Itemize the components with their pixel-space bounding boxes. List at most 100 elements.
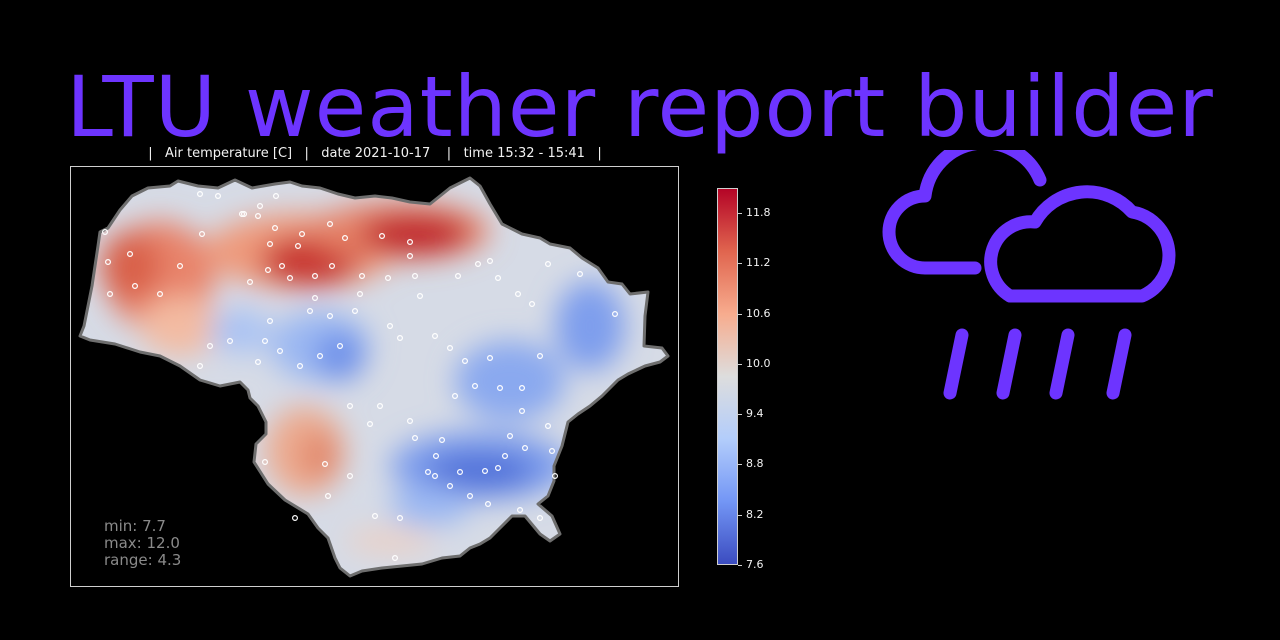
weather-station-marker xyxy=(337,343,344,350)
weather-station-marker xyxy=(495,465,502,472)
weather-station-marker xyxy=(312,272,319,279)
colorbar-tick-mark xyxy=(738,414,742,416)
weather-station-marker xyxy=(487,257,494,264)
weather-station-marker xyxy=(577,270,584,277)
weather-station-marker xyxy=(502,453,509,460)
weather-station-marker xyxy=(447,345,454,352)
colorbar-tick-mark xyxy=(738,464,742,466)
weather-station-marker xyxy=(347,403,354,410)
weather-station-marker xyxy=(467,493,474,500)
weather-station-marker xyxy=(357,290,364,297)
weather-station-marker xyxy=(412,435,419,442)
weather-station-marker xyxy=(377,403,384,410)
map-subtitle: | Air temperature [C] | date 2021-10-17 … xyxy=(148,146,602,161)
cloud-rain-icon xyxy=(882,150,1176,400)
weather-station-marker xyxy=(529,301,536,308)
colorbar-tick-label: 8.2 xyxy=(746,507,764,521)
weather-station-marker xyxy=(273,193,280,200)
weather-station-marker xyxy=(475,260,482,267)
weather-station-marker xyxy=(342,234,349,241)
weather-station-marker xyxy=(215,193,222,200)
weather-station-marker xyxy=(262,338,269,345)
colorbar-tick-label: 10.6 xyxy=(746,306,771,320)
weather-station-marker xyxy=(327,313,334,320)
weather-station-marker xyxy=(385,274,392,281)
weather-station-marker xyxy=(196,363,203,370)
weather-station-marker xyxy=(292,515,299,522)
colorbar-tick-label: 7.6 xyxy=(746,558,764,571)
weather-station-marker xyxy=(537,515,544,522)
weather-station-marker xyxy=(267,318,274,325)
stat-range: range: 4.3 xyxy=(104,551,182,569)
weather-station-marker xyxy=(407,238,414,245)
weather-station-marker xyxy=(522,445,529,452)
weather-station-marker xyxy=(397,515,404,522)
weather-station-marker xyxy=(104,258,111,265)
weather-station-marker xyxy=(433,453,440,460)
colorbar-tick-mark xyxy=(738,363,742,365)
weather-station-marker xyxy=(432,473,439,480)
weather-station-marker xyxy=(227,338,234,345)
weather-station-marker xyxy=(156,290,163,297)
weather-station-marker xyxy=(359,272,366,279)
weather-station-marker xyxy=(106,290,113,297)
weather-station-marker xyxy=(432,333,439,340)
weather-station-marker xyxy=(487,355,494,362)
weather-station-marker xyxy=(352,308,359,315)
weather-station-marker xyxy=(307,308,314,315)
weather-station-marker xyxy=(255,212,262,219)
colorbar-tick-mark xyxy=(738,313,742,315)
weather-station-marker xyxy=(515,290,522,297)
weather-station-marker xyxy=(452,393,459,400)
weather-station-marker xyxy=(176,262,183,269)
weather-station-marker xyxy=(295,242,302,249)
colorbar-tick-mark xyxy=(738,263,742,265)
weather-station-marker xyxy=(549,448,556,455)
weather-station-marker xyxy=(297,363,304,370)
weather-station-marker xyxy=(347,473,354,480)
weather-station-marker xyxy=(329,262,336,269)
colorbar-tick-mark xyxy=(738,565,742,566)
weather-station-marker xyxy=(241,210,248,217)
weather-station-marker xyxy=(267,240,274,247)
weather-station-marker xyxy=(325,493,332,500)
weather-station-marker xyxy=(265,266,272,273)
weather-station-marker xyxy=(196,191,203,198)
weather-station-marker xyxy=(257,202,264,209)
weather-station-marker xyxy=(379,232,386,239)
weather-station-marker xyxy=(397,335,404,342)
temperature-map xyxy=(78,176,670,578)
weather-station-marker xyxy=(247,278,254,285)
weather-station-marker xyxy=(495,274,502,281)
weather-station-marker xyxy=(279,262,286,269)
weather-station-marker xyxy=(407,418,414,425)
weather-station-marker xyxy=(611,311,618,318)
weather-station-marker xyxy=(299,230,306,237)
weather-station-marker xyxy=(317,353,324,360)
weather-station-marker xyxy=(255,359,262,366)
colorbar xyxy=(717,188,738,565)
weather-station-marker xyxy=(519,385,526,392)
weather-station-marker xyxy=(425,469,432,476)
weather-station-marker xyxy=(312,295,319,302)
weather-station-marker xyxy=(457,469,464,476)
weather-stations xyxy=(101,191,618,562)
map-frame xyxy=(70,166,679,587)
weather-station-marker xyxy=(497,385,504,392)
weather-station-marker xyxy=(199,230,206,237)
weather-station-marker xyxy=(517,507,524,514)
weather-station-marker xyxy=(287,274,294,281)
weather-station-marker xyxy=(372,513,379,520)
weather-station-marker xyxy=(552,473,559,480)
weather-station-marker xyxy=(507,433,514,440)
weather-station-marker xyxy=(387,323,394,330)
colorbar-tick-mark xyxy=(738,213,742,215)
weather-station-marker xyxy=(455,272,462,279)
country-border xyxy=(78,176,670,578)
weather-station-marker xyxy=(277,348,284,355)
weather-station-marker xyxy=(462,358,469,365)
page-title: LTU weather report builder xyxy=(66,58,1214,156)
colorbar-tick-label: 9.4 xyxy=(746,407,764,421)
weather-station-marker xyxy=(485,501,492,508)
map-stats: min: 7.7 max: 12.0 range: 4.3 xyxy=(104,518,181,569)
